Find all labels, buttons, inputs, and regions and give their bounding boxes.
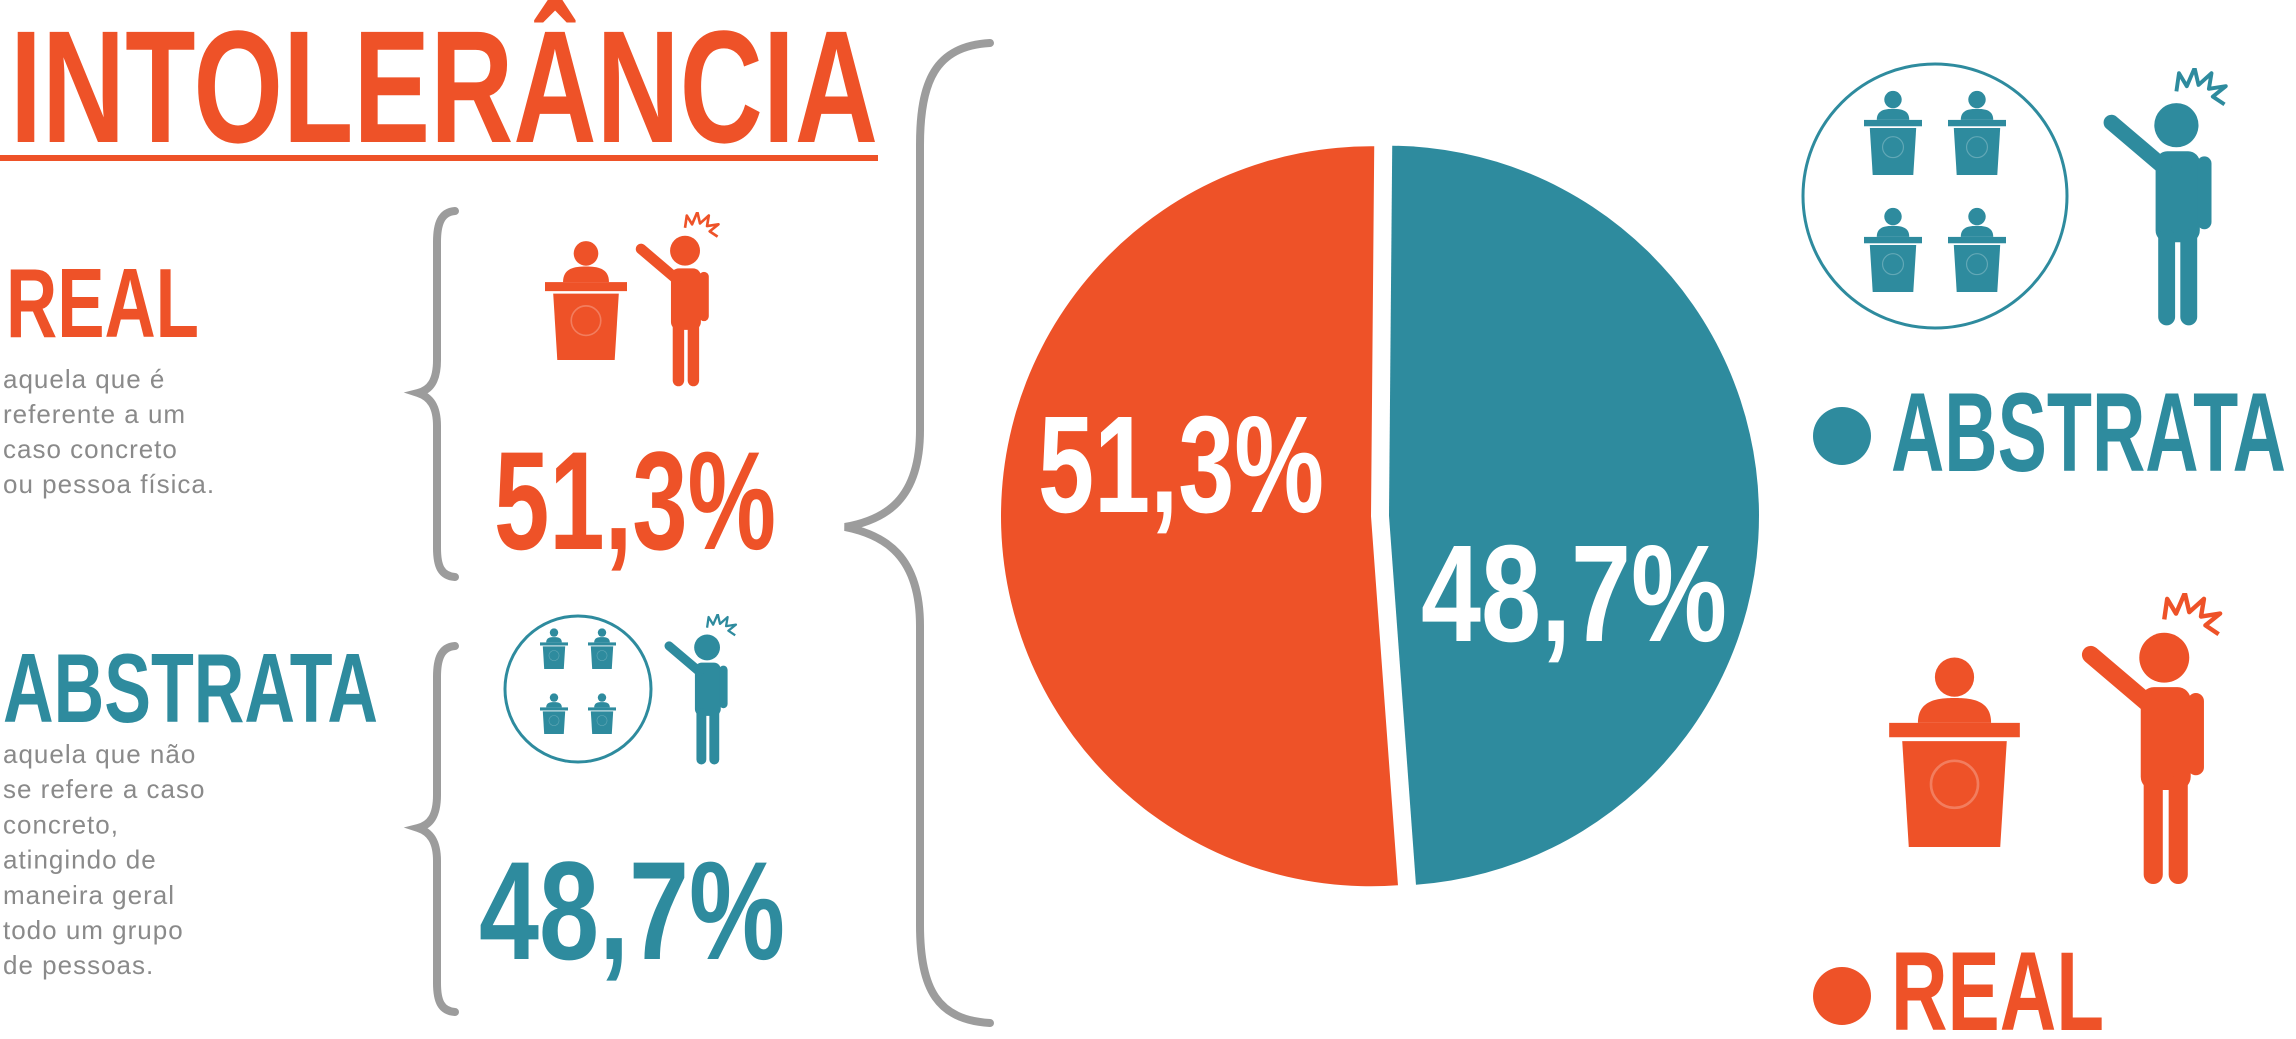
definition-line: referente a um xyxy=(3,399,186,429)
definition-line: concreto, xyxy=(3,809,119,839)
legend-marker xyxy=(1813,407,1871,465)
section-heading: REAL xyxy=(6,248,199,358)
legend-label: REAL xyxy=(1891,929,2104,1039)
person-icon xyxy=(2111,68,2225,325)
definition-line: aquela que não xyxy=(3,739,196,769)
big-brace xyxy=(844,39,994,1027)
lectern-icon xyxy=(1948,90,2006,175)
definition: aquela que é referente a um caso concreto o… xyxy=(3,364,215,499)
definition: aquela que não se refere a caso concreto, a… xyxy=(3,739,205,980)
definition-line: se refere a caso xyxy=(3,774,205,804)
lectern-icon xyxy=(545,240,627,360)
definition-line: caso concreto xyxy=(3,434,178,464)
small-brace xyxy=(403,642,459,1016)
lectern-icon xyxy=(588,628,616,669)
pie xyxy=(1001,145,1759,887)
definition-line: atingindo de xyxy=(3,845,157,875)
lectern-icon xyxy=(1948,207,2006,292)
person-icon xyxy=(669,614,736,764)
lectern-icon xyxy=(540,693,568,734)
person-icon xyxy=(2091,593,2220,884)
slice-label: 51,3% xyxy=(1038,388,1324,542)
group-circle xyxy=(503,614,653,764)
definition-line: todo um grupo xyxy=(3,915,184,945)
legend-label: ABSTRATA xyxy=(1891,370,2286,495)
pie-slice xyxy=(1388,145,1759,885)
lectern-icon xyxy=(540,628,568,669)
pie-slice xyxy=(1001,146,1398,887)
section-heading: ABSTRATA xyxy=(3,633,378,743)
lectern-icon xyxy=(1864,90,1922,175)
definition-line: maneira geral xyxy=(3,880,175,910)
group-circle xyxy=(1801,62,2069,330)
slice-label: 48,7% xyxy=(1421,517,1727,671)
legend-marker xyxy=(1813,967,1871,1025)
definition-line: de pessoas. xyxy=(3,950,154,980)
title-underline xyxy=(0,155,878,161)
title: INTOLERÂNCIA xyxy=(10,0,878,176)
lectern-icon xyxy=(588,693,616,734)
lectern-icon xyxy=(1864,207,1922,292)
small-brace xyxy=(403,207,459,581)
definition-line: ou pessoa física. xyxy=(3,469,215,499)
person-icon xyxy=(641,212,718,386)
section-value: 48,7% xyxy=(479,832,785,989)
section-value: 51,3% xyxy=(494,422,776,579)
definition-line: aquela que é xyxy=(3,364,165,394)
lectern-icon xyxy=(1889,656,2020,847)
